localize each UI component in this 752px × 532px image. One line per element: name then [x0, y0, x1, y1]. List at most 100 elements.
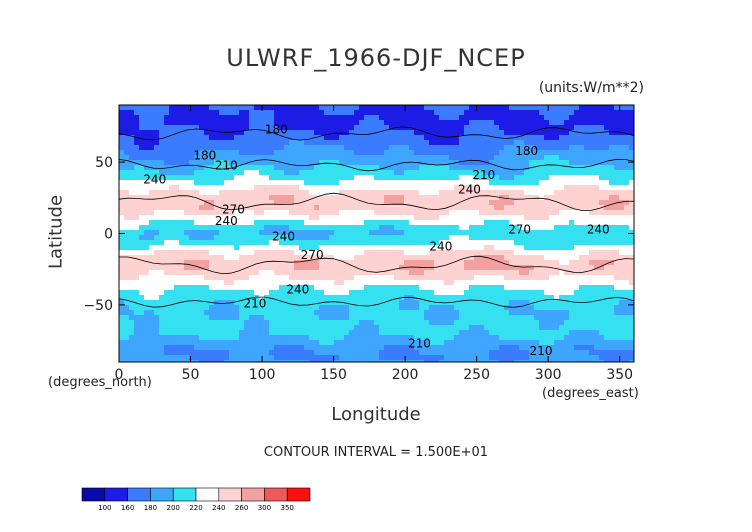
field-cell-39: [119, 300, 125, 306]
field-cell-3277: [434, 110, 440, 116]
field-cell-451: [159, 280, 165, 286]
field-cell-3879: [489, 260, 495, 266]
field-cell-691: [184, 180, 190, 186]
field-cell-1551: [264, 320, 270, 326]
field-cell-146: [129, 315, 135, 321]
field-cell-3374: [439, 335, 445, 341]
field-cell-3485: [454, 110, 460, 116]
field-cell-4990: [594, 355, 600, 361]
field-cell-3602: [464, 175, 470, 181]
field-cell-2208: [329, 225, 335, 231]
field-cell-93: [124, 310, 130, 316]
field-cell-315: [149, 120, 155, 126]
field-cell-2913: [399, 110, 405, 116]
field-cell-4760: [574, 245, 580, 251]
field-cell-1195: [229, 360, 235, 362]
field-cell-2800: [384, 325, 390, 331]
field-cell-1385: [249, 270, 255, 276]
field-cell-3954: [499, 115, 505, 121]
field-cell-535: [169, 180, 175, 186]
field-cell-1872: [299, 105, 305, 111]
field-cell-1229: [234, 270, 240, 276]
field-cell-4186: [519, 235, 525, 241]
field-cell-4967: [594, 240, 600, 246]
field-cell-4589: [559, 170, 565, 176]
field-cell-2274: [334, 295, 340, 301]
field-cell-525: [169, 130, 175, 136]
field-cell-4585: [559, 150, 565, 156]
field-cell-3505: [454, 210, 460, 216]
field-cell-630: [179, 135, 185, 141]
field-cell-2342: [344, 115, 350, 121]
field-cell-361: [149, 350, 155, 356]
field-cell-2414: [349, 215, 355, 221]
field-cell-3648: [469, 145, 475, 151]
field-cell-2640: [369, 305, 375, 311]
field-cell-616: [174, 325, 180, 331]
field-cell-2979: [404, 180, 410, 186]
field-cell-1948: [304, 225, 310, 231]
field-cell-4362: [534, 335, 540, 341]
field-cell-4921: [589, 270, 595, 276]
field-cell-4132: [514, 225, 520, 231]
field-cell-1365: [249, 170, 255, 176]
field-cell-3159: [419, 300, 425, 306]
field-cell-4546: [554, 215, 560, 221]
field-cell-2604: [369, 125, 375, 131]
field-cell-2004: [309, 245, 315, 251]
field-cell-3214: [424, 315, 430, 321]
field-cell-1531: [264, 220, 270, 226]
field-cell-4893: [589, 130, 595, 136]
field-cell-1009: [214, 210, 220, 216]
field-cell-2546: [359, 355, 365, 361]
field-cell-602: [174, 255, 180, 261]
field-cell-1176: [229, 265, 235, 271]
field-cell-3062: [409, 335, 415, 341]
field-cell-2796: [384, 305, 390, 311]
field-cell-3188: [424, 185, 430, 191]
field-cell-1393: [249, 310, 255, 316]
field-cell-1797: [289, 250, 295, 256]
field-cell-1193: [229, 350, 235, 356]
field-cell-3541: [459, 130, 465, 136]
field-cell-1226: [234, 255, 240, 261]
field-cell-114: [129, 155, 135, 161]
field-cell-4452: [544, 265, 550, 271]
field-cell-3390: [444, 155, 450, 161]
field-cell-3272: [429, 345, 435, 351]
field-cell-3325: [434, 350, 440, 356]
field-cell-4231: [524, 200, 530, 206]
field-cell-4040: [504, 285, 510, 291]
field-cell-1726: [284, 155, 290, 161]
field-cell-225: [139, 190, 145, 196]
field-cell-1590: [269, 255, 275, 261]
field-cell-4203: [519, 320, 525, 326]
field-cell-3511: [454, 240, 460, 246]
field-cell-982: [209, 335, 215, 341]
field-cell-2883: [394, 220, 400, 226]
field-cell-1039: [214, 360, 220, 362]
field-cell-4008: [504, 125, 510, 131]
field-cell-662: [179, 295, 185, 301]
field-cell-1081: [219, 310, 225, 316]
field-cell-999: [214, 160, 220, 166]
field-cell-2368: [344, 245, 350, 251]
field-cell-4496: [549, 225, 555, 231]
field-cell-3151: [419, 260, 425, 266]
field-cell-2524: [359, 245, 365, 251]
field-cell-2296: [339, 145, 345, 151]
field-cell-2905: [394, 330, 400, 336]
field-cell-3454: [449, 215, 455, 221]
field-cell-2056: [314, 245, 320, 251]
field-cell-2629: [369, 250, 375, 256]
field-cell-862: [199, 255, 205, 261]
field-cell-765: [189, 290, 195, 296]
field-cell-4283: [529, 200, 535, 206]
field-cell-206: [134, 355, 140, 361]
field-cell-4149: [514, 310, 520, 316]
field-cell-2981: [404, 190, 410, 196]
field-cell-4226: [524, 175, 530, 181]
field-cell-2332: [339, 325, 345, 331]
field-cell-2261: [334, 230, 340, 236]
field-cell-1834: [294, 175, 300, 181]
